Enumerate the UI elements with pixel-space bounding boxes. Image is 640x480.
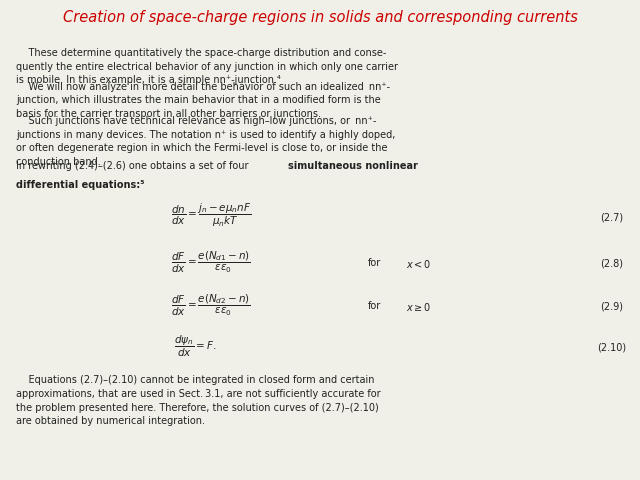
Text: (2.10): (2.10) <box>596 342 626 352</box>
Text: differential equations:⁵: differential equations:⁵ <box>16 180 145 190</box>
Text: Creation of space-charge regions in solids and corresponding currents: Creation of space-charge regions in soli… <box>63 10 577 24</box>
Text: Such junctions have technical relevance as high–low junctions, or  nn⁺-
junction: Such junctions have technical relevance … <box>16 116 396 167</box>
Text: Equations (2.7)–(2.10) cannot be integrated in closed form and certain
approxima: Equations (2.7)–(2.10) cannot be integra… <box>16 375 381 426</box>
Text: $\dfrac{d\psi_n}{dx} = F.$: $\dfrac{d\psi_n}{dx} = F.$ <box>174 334 216 359</box>
Text: (2.8): (2.8) <box>600 258 623 268</box>
Text: for: for <box>368 258 381 268</box>
Text: In rewriting (2.4)–(2.6) one obtains a set of four: In rewriting (2.4)–(2.6) one obtains a s… <box>16 161 255 171</box>
Text: $\dfrac{dF}{dx} = \dfrac{e(N_{d1} - n)}{\varepsilon\varepsilon_0}$: $\dfrac{dF}{dx} = \dfrac{e(N_{d1} - n)}{… <box>172 250 251 275</box>
Text: simultaneous nonlinear: simultaneous nonlinear <box>288 161 418 171</box>
Text: $\dfrac{dF}{dx} = \dfrac{e(N_{d2} - n)}{\varepsilon\varepsilon_0}$: $\dfrac{dF}{dx} = \dfrac{e(N_{d2} - n)}{… <box>172 293 251 318</box>
Text: $x < 0$: $x < 0$ <box>406 258 432 270</box>
Text: These determine quantitatively the space-charge distribution and conse-
quently : These determine quantitatively the space… <box>16 48 398 85</box>
Text: (2.7): (2.7) <box>600 212 623 222</box>
Text: $x \geq 0$: $x \geq 0$ <box>406 301 432 313</box>
Text: We will now analyze in more detail the behavior of such an idealized  nn⁺-
junct: We will now analyze in more detail the b… <box>16 82 390 119</box>
Text: (2.9): (2.9) <box>600 301 623 312</box>
Text: $\dfrac{dn}{dx} = \dfrac{j_n - e\mu_n nF}{\mu_n kT}$: $\dfrac{dn}{dx} = \dfrac{j_n - e\mu_n nF… <box>171 202 252 229</box>
Text: for: for <box>368 301 381 312</box>
